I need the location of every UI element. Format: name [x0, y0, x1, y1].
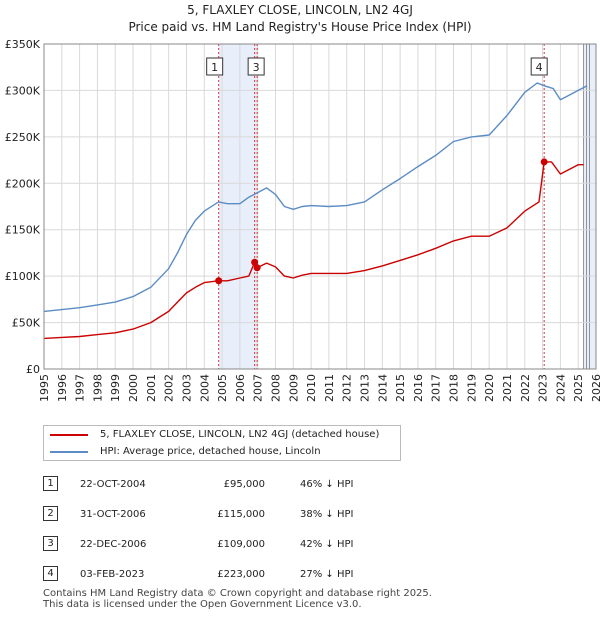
legend-hpi-line [50, 451, 88, 453]
y-tick-label: £350K [5, 38, 41, 51]
y-tick-label: £300K [5, 84, 41, 97]
transaction-marker-label: 4 [530, 57, 548, 76]
legend-property-label: 5, FLAXLEY CLOSE, LINCOLN, LN2 4GJ (deta… [100, 429, 380, 440]
x-tick-label: 2001 [145, 374, 158, 402]
x-tick-label: 2023 [537, 374, 550, 402]
transaction-badge: 2 [43, 506, 58, 521]
x-tick-label: 2012 [341, 374, 354, 402]
transaction-badge: 4 [43, 566, 58, 581]
x-tick-label: 2009 [287, 374, 300, 402]
x-tick-label: 2018 [448, 374, 461, 402]
shaded-span [218, 44, 258, 369]
transaction-hpi-diff: 46% ↓ HPI [300, 479, 354, 490]
transaction-hpi-diff: 42% ↓ HPI [300, 539, 354, 550]
legend-hpi-label: HPI: Average price, detached house, Linc… [100, 446, 321, 457]
x-tick-label: 2013 [359, 374, 372, 402]
transaction-price: £115,000 [217, 509, 265, 520]
footer-attribution: Contains HM Land Registry data © Crown c… [43, 588, 432, 610]
x-tick-label: 2000 [127, 374, 140, 402]
x-tick-label: 2004 [198, 374, 211, 402]
x-tick-label: 2005 [216, 374, 229, 402]
transaction-point [253, 264, 261, 272]
x-tick-label: 2002 [163, 374, 176, 402]
transaction-point [251, 258, 259, 266]
transaction-price: £95,000 [223, 479, 265, 490]
plot-frame [43, 43, 597, 370]
y-tick-label: £100K [5, 270, 41, 283]
y-tick-label: £50K [12, 317, 41, 330]
footer-line-1: Contains HM Land Registry data © Crown c… [43, 588, 432, 599]
chart-subtitle: Price paid vs. HM Land Registry's House … [128, 20, 472, 34]
transaction-hpi-diff: 38% ↓ HPI [300, 509, 354, 520]
x-tick-label: 1998 [91, 374, 104, 402]
transaction-badge-box [247, 57, 265, 76]
y-tick-label: £150K [5, 224, 41, 237]
y-tick-label: £200K [5, 177, 41, 190]
footer-line-2: This data is licensed under the Open Gov… [43, 599, 362, 610]
x-tick-label: 2022 [519, 374, 532, 402]
y-tick-label: £250K [5, 131, 41, 144]
x-tick-label: 2016 [412, 374, 425, 402]
x-tick-label: 2003 [180, 374, 193, 402]
x-tick-label: 1997 [74, 374, 87, 402]
transaction-marker-label: 3 [247, 57, 265, 76]
x-tick-label: 1996 [56, 374, 69, 402]
transaction-badge: 1 [43, 476, 58, 491]
price-chart: 1 3 4 £0 £50K £100K £150K £200K £250K £300K £350K… [5, 38, 600, 402]
transaction-price: £109,000 [217, 539, 265, 550]
transaction-badge-text: 1 [211, 61, 218, 74]
transaction-date: 22-OCT-2004 [80, 479, 146, 490]
y-tick-label: £0 [26, 363, 40, 376]
x-tick-label: 2020 [483, 374, 496, 402]
x-tick-label: 2011 [323, 374, 336, 402]
transaction-badge-box [206, 57, 224, 76]
transaction-point [215, 277, 223, 285]
transaction-badge: 3 [43, 536, 58, 551]
x-tick-label: 2006 [234, 374, 247, 402]
transaction-date: 22-DEC-2006 [80, 539, 147, 550]
chart-legend: 5, FLAXLEY CLOSE, LINCOLN, LN2 4GJ (deta… [43, 425, 401, 461]
x-tick-label: 2026 [590, 374, 600, 402]
x-tick-label: 1995 [38, 374, 51, 402]
x-tick-label: 2007 [252, 374, 265, 402]
transaction-badge-box [530, 57, 548, 76]
transaction-point [540, 158, 548, 166]
transaction-badge-text: 3 [253, 61, 260, 74]
transaction-date: 31-OCT-2006 [80, 509, 146, 520]
transaction-badge-text: 4 [536, 61, 543, 74]
transaction-date: 03-FEB-2023 [80, 569, 145, 580]
transaction-hpi-diff: 27% ↓ HPI [300, 569, 354, 580]
hpi-line [43, 82, 588, 313]
transaction-price: £223,000 [217, 569, 265, 580]
x-tick-label: 2019 [465, 374, 478, 402]
chart-title: 5, FLAXLEY CLOSE, LINCOLN, LN2 4GJ [187, 3, 413, 17]
x-tick-label: 2008 [269, 374, 282, 402]
x-tick-label: 2010 [305, 374, 318, 402]
x-tick-label: 2014 [376, 374, 389, 402]
x-tick-label: 2015 [394, 374, 407, 402]
x-tick-label: 2021 [501, 374, 514, 402]
transaction-marker-label: 1 [206, 57, 224, 76]
x-tick-label: 1999 [109, 374, 122, 402]
x-tick-label: 2024 [554, 374, 567, 402]
property-price-line [43, 161, 584, 340]
x-tick-label: 2017 [430, 374, 443, 402]
legend-property-line [50, 434, 88, 436]
x-tick-label: 2025 [572, 374, 585, 402]
